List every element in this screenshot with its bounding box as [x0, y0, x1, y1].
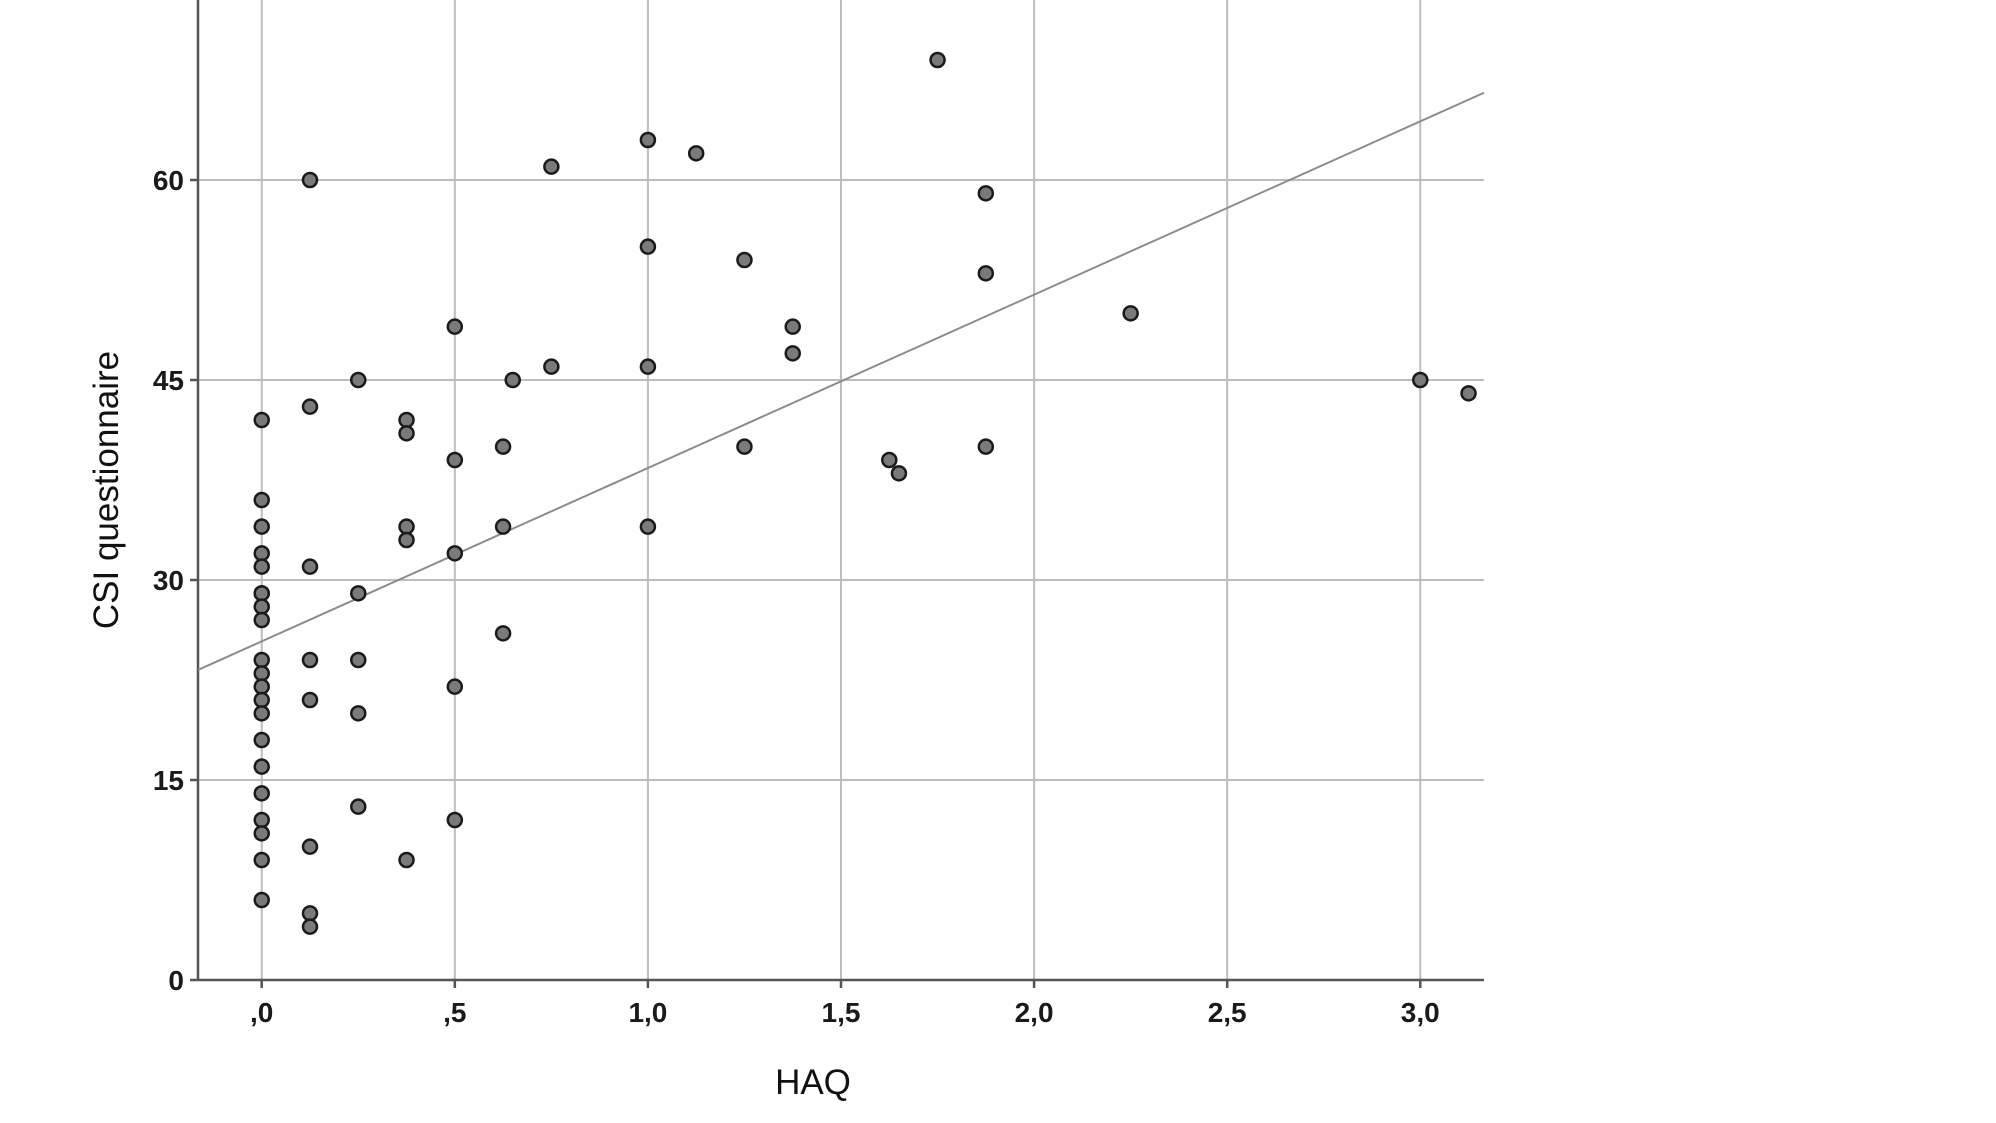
scatter-point	[253, 545, 270, 562]
scatter-point	[784, 345, 801, 362]
scatter-point	[639, 238, 657, 255]
scatter-point	[253, 705, 270, 722]
scatter-point	[494, 625, 512, 642]
scatter-point	[301, 905, 319, 922]
scatter-point	[253, 558, 270, 575]
y-tick-label: 60	[153, 165, 184, 196]
scatter-point	[977, 265, 995, 282]
scatter-point	[398, 851, 415, 869]
y-axis-title: CSI questionnaire	[87, 351, 126, 629]
scatter-point	[446, 678, 464, 695]
scatter-point	[253, 665, 270, 682]
x-tick-labels: ,0 ,5 1,0 1,5 2,0 2,5 3,0	[250, 997, 1440, 1028]
scatter-point	[253, 891, 270, 909]
scatter-point	[350, 651, 367, 669]
scatter-point	[398, 531, 415, 549]
scatter-point	[639, 518, 657, 535]
x-tick-label: 1,0	[628, 997, 667, 1028]
scatter-point	[350, 798, 367, 815]
scatter-point	[253, 598, 270, 615]
scatter-point	[301, 171, 319, 189]
scatter-point	[301, 838, 319, 855]
scatter-point	[929, 51, 946, 69]
scatter-point	[639, 131, 657, 149]
x-tick-label: 1,5	[822, 997, 861, 1028]
scatter-point	[543, 158, 560, 175]
y-tick-label: 0	[168, 965, 184, 996]
scatter-point	[398, 518, 415, 535]
scatter-point	[736, 251, 753, 269]
y-tick-label: 45	[153, 365, 184, 396]
scatter-point	[301, 691, 319, 709]
scatter-point	[687, 145, 705, 162]
scatter-point	[446, 545, 464, 562]
scatter-point	[446, 318, 464, 335]
x-tick-label: 3,0	[1401, 997, 1440, 1028]
scatter-point	[446, 451, 464, 469]
scatter-point	[494, 518, 512, 535]
scatter-point	[253, 585, 270, 602]
scatter-point	[639, 358, 657, 375]
scatter-point	[301, 651, 319, 669]
scatter-point	[398, 411, 415, 429]
scatter-point	[253, 825, 270, 842]
scatter-point	[881, 451, 898, 469]
scatter-point	[446, 811, 464, 829]
scatter-point	[253, 851, 270, 869]
x-tick-label: 2,5	[1208, 997, 1247, 1028]
x-tick-label: ,5	[443, 997, 466, 1028]
scatter-point	[504, 371, 521, 389]
grid-lines	[198, 0, 1484, 980]
x-tick-label: 2,0	[1015, 997, 1054, 1028]
scatter-point	[253, 411, 270, 429]
scatter-point	[253, 491, 270, 509]
scatter-point	[736, 438, 753, 455]
scatter-point	[301, 398, 319, 415]
fit-line	[197, 91, 1485, 671]
scatter-point	[1412, 371, 1429, 389]
scatter-point	[784, 318, 801, 335]
scatter-point	[350, 371, 367, 389]
scatter-point	[301, 558, 319, 575]
scatter-point	[543, 358, 560, 375]
scatter-point	[253, 611, 270, 629]
data-points	[253, 51, 1477, 935]
scatter-point	[253, 651, 270, 669]
scatter-point	[350, 585, 367, 602]
scatter-point	[977, 185, 995, 202]
scatter-point	[253, 811, 270, 829]
scatter-point	[977, 438, 995, 455]
x-axis-title: HAQ	[775, 1063, 851, 1102]
x-tick-label: ,0	[250, 997, 273, 1028]
scatter-point	[253, 678, 270, 695]
scatter-point	[350, 705, 367, 722]
y-tick-labels: 0 15 30 45 60	[153, 165, 184, 996]
y-tick-label: 30	[153, 565, 184, 596]
axes	[190, 0, 1484, 988]
fit-line-layer	[197, 91, 1485, 671]
scatter-point	[890, 465, 908, 482]
scatter-point	[398, 425, 415, 442]
scatter-point	[1122, 305, 1139, 322]
scatter-point	[1460, 385, 1477, 402]
scatter-point	[253, 758, 270, 775]
scatter-point	[253, 518, 270, 535]
y-tick-label: 15	[153, 765, 184, 796]
scatter-point	[253, 691, 270, 709]
scatter-point	[253, 785, 270, 802]
scatter-point	[301, 918, 319, 935]
scatter-point	[253, 731, 270, 749]
scatter-point	[494, 438, 512, 455]
